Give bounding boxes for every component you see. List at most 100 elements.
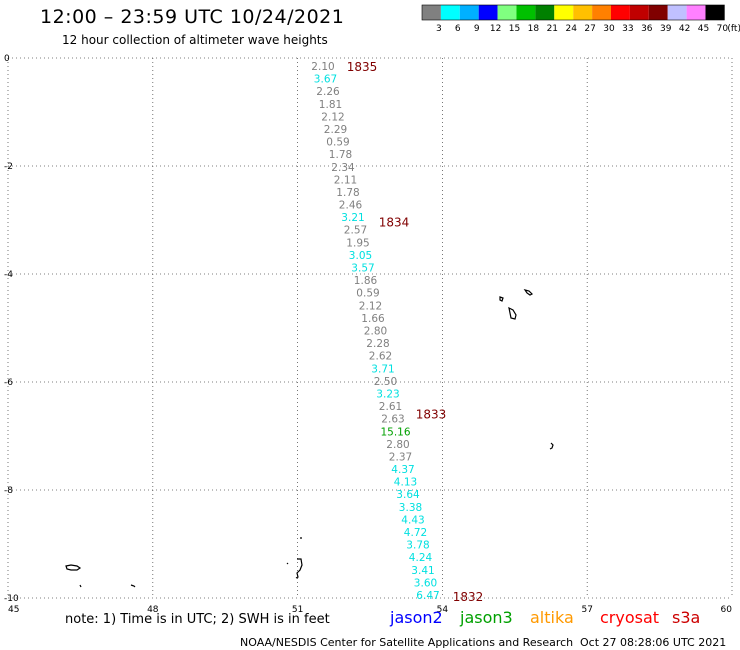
colorbar-label: 15 <box>509 24 520 34</box>
wave-height-label: 4.72 <box>404 527 427 539</box>
wave-height-label: 0.59 <box>356 288 379 300</box>
color-swatch <box>535 5 555 20</box>
wave-height-label: 3.21 <box>341 212 364 224</box>
wave-height-label: 1.66 <box>361 313 385 325</box>
colorbar-label: 70 <box>717 24 729 34</box>
color-swatch <box>629 5 649 20</box>
islands <box>65 289 554 588</box>
island-small-east <box>549 442 554 450</box>
colorbar-label: 18 <box>528 24 540 34</box>
island-southwest <box>65 564 136 588</box>
wave-height-label: 2.29 <box>324 124 347 136</box>
satellite-legend-altika: altika <box>530 608 574 627</box>
wave-height-label: 3.78 <box>406 540 429 552</box>
time-label: 1833 <box>416 407 447 421</box>
wave-height-label: 1.78 <box>329 149 352 161</box>
colorbar-label: 21 <box>547 24 558 34</box>
wave-height-label: 2.57 <box>344 225 367 237</box>
longitude-tick-label: 57 <box>581 605 592 615</box>
time-label: 1835 <box>347 60 378 74</box>
wave-height-label: 3.60 <box>414 577 437 589</box>
colorbar-label: 12 <box>490 24 501 34</box>
satellite-legend-jason3: jason3 <box>460 608 513 627</box>
color-swatch <box>516 5 536 20</box>
wave-height-label: 2.12 <box>321 111 344 123</box>
time-label: 1834 <box>379 216 410 230</box>
wave-height-label: 2.26 <box>316 86 340 98</box>
colorbar-label: 45 <box>698 24 709 34</box>
wave-height-label: 2.50 <box>374 376 397 388</box>
wave-height-label: 3.38 <box>399 502 422 514</box>
map-grid: 45 48 51 54 57 60 0 -2 -4 -6 -8 -10 <box>4 54 733 615</box>
color-swatch <box>478 5 498 20</box>
wave-height-label: 2.62 <box>369 351 392 363</box>
wave-height-label: 4.37 <box>391 464 414 476</box>
color-swatch <box>440 5 460 20</box>
units-note: note: 1) Time is in UTC; 2) SWH is in fe… <box>65 612 330 627</box>
colorbar-label: 9 <box>474 24 480 34</box>
wave-height-label: 3.23 <box>376 388 399 400</box>
wave-height-label: 2.80 <box>364 326 387 338</box>
wave-height-label: 3.64 <box>396 489 420 501</box>
island-near-track <box>286 537 303 579</box>
longitude-tick-label: 45 <box>8 605 19 615</box>
wave-height-label: 2.80 <box>386 439 409 451</box>
wave-height-label: 2.10 <box>311 61 334 73</box>
color-swatch <box>422 5 441 20</box>
wave-height-label: 3.05 <box>349 250 372 262</box>
color-swatch <box>497 5 517 20</box>
color-swatch <box>686 5 706 20</box>
time-label: 1832 <box>453 590 484 604</box>
latitude-tick-label: -8 <box>4 486 13 496</box>
latitude-tick-label: -6 <box>4 378 13 388</box>
colorbar-frame <box>421 4 725 21</box>
wave-height-label: 0.59 <box>326 137 349 149</box>
wave-height-label: 3.67 <box>314 74 337 86</box>
color-swatch <box>573 5 593 20</box>
altimeter-track: 2.103.672.261.812.122.290.591.782.342.11… <box>311 60 483 604</box>
wave-height-label: 4.24 <box>409 552 433 564</box>
latitude-tick-label: -10 <box>4 594 19 604</box>
longitude-tick-label: 51 <box>292 605 303 615</box>
wave-height-label: 1.86 <box>354 275 378 287</box>
color-swatch <box>592 5 611 20</box>
timestamp-text: Oct 27 08:28:06 UTC 2021 <box>580 636 727 649</box>
page-subtitle: 12 hour collection of altimeter wave hei… <box>62 33 328 47</box>
latitude-tick-label: -2 <box>4 162 13 172</box>
color-swatch <box>459 5 479 20</box>
wave-height-label: 2.37 <box>389 451 412 463</box>
colorbar-label: 6 <box>455 24 461 34</box>
wave-height-label: 4.13 <box>394 477 417 489</box>
longitude-tick-label: 54 <box>437 605 449 615</box>
color-scale-bar: 3 6 9 12 15 18 21 24 27 30 33 36 39 42 45 70 (ft) <box>421 4 740 34</box>
colorbar-label: 42 <box>679 24 690 34</box>
wave-height-label: 2.28 <box>366 338 389 350</box>
wave-height-label: 6.47 <box>416 590 439 602</box>
credit-text: NOAA/NESDIS Center for Satellite Applica… <box>240 636 574 649</box>
longitude-tick-label: 60 <box>721 605 733 615</box>
wave-height-label: 2.34 <box>331 162 355 174</box>
colorbar-unit: (ft) <box>727 24 740 34</box>
wave-height-label: 2.46 <box>339 200 363 212</box>
colorbar-label: 3 <box>436 24 442 34</box>
color-swatch <box>648 5 668 20</box>
wave-height-label: 2.61 <box>379 401 402 413</box>
color-swatch <box>667 5 687 20</box>
wave-height-label: 3.71 <box>371 363 394 375</box>
color-swatch <box>554 5 574 20</box>
color-swatch <box>705 5 725 20</box>
latitude-tick-label: 0 <box>4 54 10 64</box>
satellite-legend-cryosat: cryosat <box>600 608 660 627</box>
wave-height-label: 2.12 <box>359 300 382 312</box>
colorbar-label: 39 <box>660 24 672 34</box>
wave-height-label: 2.11 <box>334 174 357 186</box>
wave-height-label: 1.81 <box>319 99 342 111</box>
wave-height-label: 1.95 <box>346 237 369 249</box>
satellite-legend-s3a: s3a <box>672 608 701 627</box>
latitude-tick-label: -4 <box>4 270 13 280</box>
longitude-tick-label: 48 <box>147 605 159 615</box>
wave-height-label: 2.63 <box>381 414 404 426</box>
satellite-legend-jason2: jason2 <box>390 608 443 627</box>
wave-height-label: 4.43 <box>401 514 424 526</box>
